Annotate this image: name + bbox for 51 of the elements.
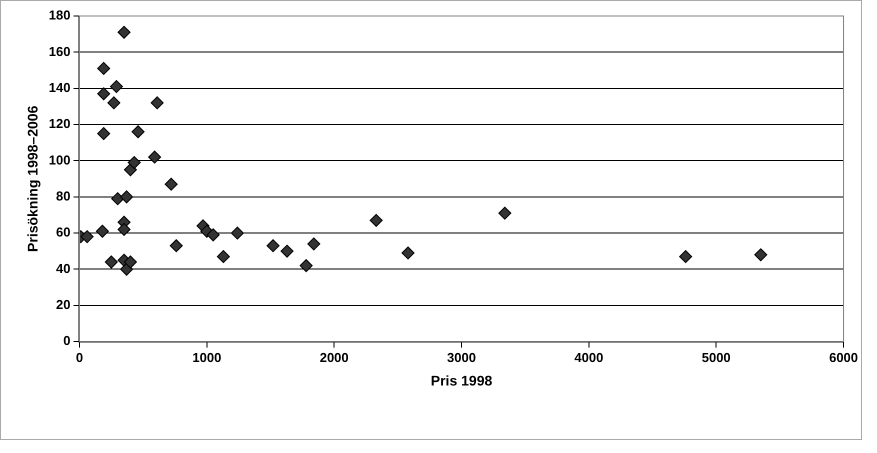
point (111, 192, 124, 206)
x-tick-label: 5000 (702, 350, 731, 365)
point (128, 156, 141, 170)
point (80, 230, 94, 244)
y-tick-label: 120 (48, 116, 70, 132)
point (266, 239, 280, 252)
point (97, 127, 110, 140)
y-tick-label: 40 (56, 260, 70, 276)
x-tick-label: 0 (76, 350, 84, 365)
x-axis-title: Pris 1998 (430, 372, 492, 388)
point (120, 190, 134, 204)
y-tick-label: 0 (63, 333, 70, 348)
y-tick-label: 140 (48, 80, 70, 95)
x-tick-label: 4000 (574, 350, 604, 365)
x-tick-label: 1000 (192, 350, 222, 365)
y-tick-label: 100 (48, 152, 70, 168)
point (402, 246, 415, 260)
point (118, 26, 131, 39)
point (170, 239, 183, 252)
point (96, 224, 109, 238)
point (216, 250, 230, 264)
point (164, 178, 178, 191)
point (280, 244, 294, 258)
y-tick-label: 160 (48, 44, 70, 59)
y-tick-label: 20 (56, 297, 70, 312)
x-tick-label: 2000 (320, 350, 349, 365)
y-tick-label: 60 (56, 224, 70, 240)
point (124, 256, 137, 269)
point (110, 80, 123, 94)
point (679, 250, 692, 264)
point (150, 96, 164, 110)
point (124, 163, 137, 176)
point (754, 248, 768, 262)
point (148, 150, 162, 164)
point (107, 96, 120, 110)
y-tick-label: 180 (48, 8, 70, 23)
point (498, 206, 512, 220)
point (104, 256, 118, 269)
point (97, 62, 110, 75)
point (118, 222, 131, 236)
point (206, 228, 220, 242)
x-tick-label: 6000 (829, 350, 858, 365)
point (230, 226, 244, 240)
point (370, 214, 383, 227)
x-tick-label: 3000 (447, 350, 476, 365)
point (307, 237, 320, 250)
y-tick-label: 80 (56, 188, 70, 204)
point (300, 259, 313, 272)
point (97, 87, 110, 100)
y-axis-title: Prisökning 1998–2006 (24, 105, 40, 252)
point (132, 125, 145, 138)
